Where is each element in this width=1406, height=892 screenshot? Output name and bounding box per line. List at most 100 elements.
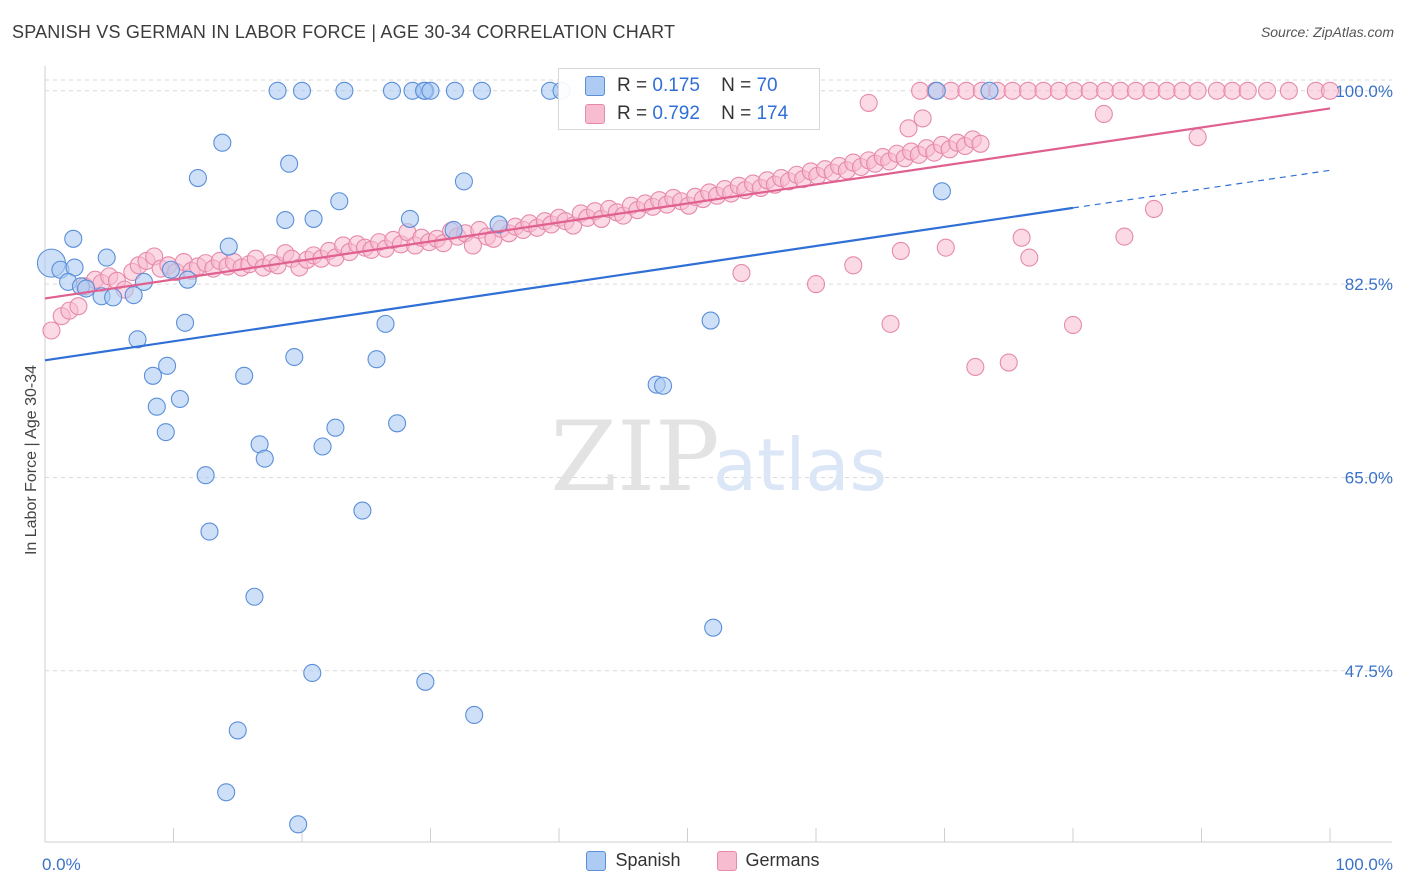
spanish-point (161, 260, 180, 279)
german-point (844, 256, 863, 275)
spanish-point (255, 449, 274, 468)
german-point (463, 236, 482, 255)
spanish-point (280, 154, 299, 173)
y-axis-label: In Labor Force | Age 30-34 (23, 365, 40, 555)
y-tick-label: 100.0% (1335, 82, 1393, 101)
spanish-point (213, 133, 232, 152)
spanish-point (143, 366, 162, 385)
chart-title: SPANISH VS GERMAN IN LABOR FORCE | AGE 3… (12, 22, 676, 42)
legend-r-value: 0.792 (652, 103, 700, 124)
german-point (1144, 199, 1164, 219)
spanish-point (178, 270, 197, 289)
spanish-points (36, 81, 999, 834)
spanish-point (313, 437, 332, 456)
legend-label-germans: Germans (745, 850, 820, 870)
german-point (69, 297, 88, 316)
german-trend-line (44, 107, 1331, 300)
spanish-point (704, 618, 723, 637)
spanish-point (454, 172, 473, 191)
legend-n-label: N = (721, 75, 752, 96)
legend-item-spanish[interactable]: Spanish (586, 850, 681, 871)
spanish-point (176, 313, 195, 332)
spanish-point (292, 81, 312, 100)
spanish-point (196, 466, 215, 485)
legend-label-spanish: Spanish (615, 850, 681, 870)
german-point (1115, 227, 1134, 246)
german-point (999, 353, 1018, 372)
spanish-point (158, 356, 177, 375)
german-point (1003, 81, 1022, 100)
spanish-point (77, 279, 96, 298)
spanish-point (400, 209, 419, 228)
german-point (1238, 81, 1257, 100)
german-point (891, 241, 910, 261)
german-point (1020, 248, 1039, 267)
spanish-point (326, 418, 345, 437)
spanish-point (245, 587, 264, 606)
spanish-point (219, 237, 238, 256)
legend-r-value: 0.175 (652, 75, 700, 96)
legend-r-label: R = (617, 103, 648, 124)
spanish-point (128, 330, 147, 349)
trend-lines (44, 107, 1331, 362)
german-point (881, 314, 900, 333)
spanish-point (304, 209, 323, 228)
german-point (1320, 81, 1340, 100)
y-tick-label: 65.0% (1345, 468, 1393, 487)
axis-ticks (44, 828, 1331, 842)
german-point (1157, 81, 1176, 100)
spanish-point (64, 229, 83, 248)
spanish-point (367, 350, 386, 369)
spanish-point (927, 81, 946, 100)
source-label: Source: ZipAtlas.com (1260, 24, 1394, 40)
spanish-point (472, 81, 491, 100)
spanish-point (416, 672, 435, 691)
german-point (913, 109, 932, 128)
german-point (859, 93, 878, 112)
german-point (1207, 81, 1226, 100)
spanish-point (285, 347, 304, 367)
german-point (966, 357, 985, 377)
correlation-legend: R = 0.175 N = 70 R = 0.792 N = 174 (558, 68, 820, 130)
spanish-point (188, 169, 207, 188)
spanish-point (200, 522, 219, 541)
x-tick-label: 0.0% (42, 855, 81, 874)
german-point (1223, 81, 1242, 100)
spanish-point (276, 210, 295, 230)
spanish-point (104, 288, 123, 307)
german-point (1018, 81, 1038, 100)
series-legend: Spanish Germans (0, 850, 1406, 871)
spanish-point (217, 783, 236, 802)
german-point (899, 119, 918, 138)
spanish-point (353, 501, 372, 520)
german-point (1126, 81, 1146, 100)
german-point (1034, 81, 1053, 100)
legend-item-germans[interactable]: Germans (716, 850, 820, 871)
spanish-point (97, 248, 116, 267)
watermark-atlas: atlas (713, 423, 887, 507)
spanish-point (228, 721, 247, 740)
german-point (1279, 81, 1298, 100)
legend-r-label: R = (617, 75, 648, 96)
spanish-point (156, 423, 175, 442)
spanish-swatch (585, 76, 605, 96)
spanish-point (335, 81, 354, 100)
tick-labels: 47.5% 65.0% 82.5% 100.0% 0.0% 100.0% (42, 82, 1393, 874)
spanish-point (489, 215, 508, 234)
legend-n-value: 174 (756, 103, 789, 124)
german-point (1065, 81, 1084, 100)
axes (44, 66, 1392, 843)
german-point (1012, 228, 1031, 247)
german-point (1080, 81, 1099, 100)
watermark-zip: ZIP (550, 401, 719, 513)
german-point (1142, 81, 1161, 100)
legend-n-label: N = (721, 103, 752, 124)
german-swatch (716, 850, 737, 871)
german-point (806, 275, 826, 294)
german-point (936, 238, 955, 257)
y-tick-label: 47.5% (1345, 662, 1393, 681)
german-point (911, 81, 930, 100)
german-point (1111, 81, 1130, 100)
spanish-point (701, 311, 720, 330)
spanish-point (932, 182, 951, 201)
